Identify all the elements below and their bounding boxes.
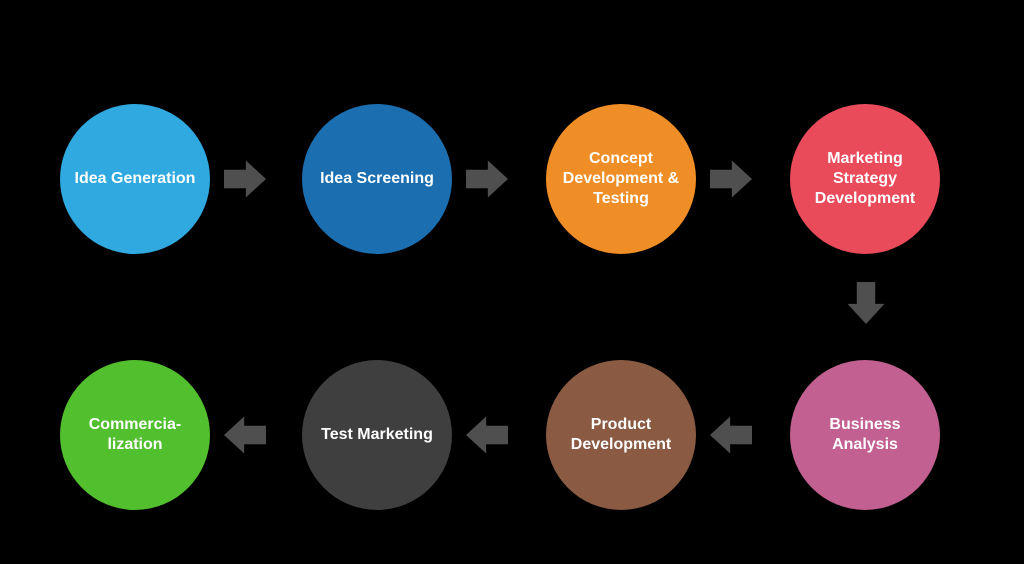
arrow-right-icon bbox=[464, 158, 510, 200]
node-idea-generation: Idea Generation bbox=[60, 104, 210, 254]
node-idea-screening: Idea Screening bbox=[302, 104, 452, 254]
node-business-analysis: Business Analysis bbox=[790, 360, 940, 510]
arrow-left-icon bbox=[708, 414, 754, 456]
arrow-down-icon bbox=[843, 282, 889, 324]
arrow-right-icon bbox=[708, 158, 754, 200]
node-label: Commercia-lization bbox=[70, 415, 200, 455]
node-label: Product Development bbox=[556, 415, 686, 455]
node-commercialization: Commercia-lization bbox=[60, 360, 210, 510]
node-label: Concept Development & Testing bbox=[556, 149, 686, 209]
node-concept-development-testing: Concept Development & Testing bbox=[546, 104, 696, 254]
node-test-marketing: Test Marketing bbox=[302, 360, 452, 510]
node-label: Test Marketing bbox=[321, 425, 433, 445]
arrow-left-icon bbox=[222, 414, 268, 456]
node-label: Business Analysis bbox=[800, 415, 930, 455]
arrow-left-icon bbox=[464, 414, 510, 456]
node-marketing-strategy-development: Marketing Strategy Development bbox=[790, 104, 940, 254]
arrow-right-icon bbox=[222, 158, 268, 200]
node-product-development: Product Development bbox=[546, 360, 696, 510]
node-label: Idea Screening bbox=[320, 169, 434, 189]
node-label: Idea Generation bbox=[75, 169, 196, 189]
node-label: Marketing Strategy Development bbox=[800, 149, 930, 209]
